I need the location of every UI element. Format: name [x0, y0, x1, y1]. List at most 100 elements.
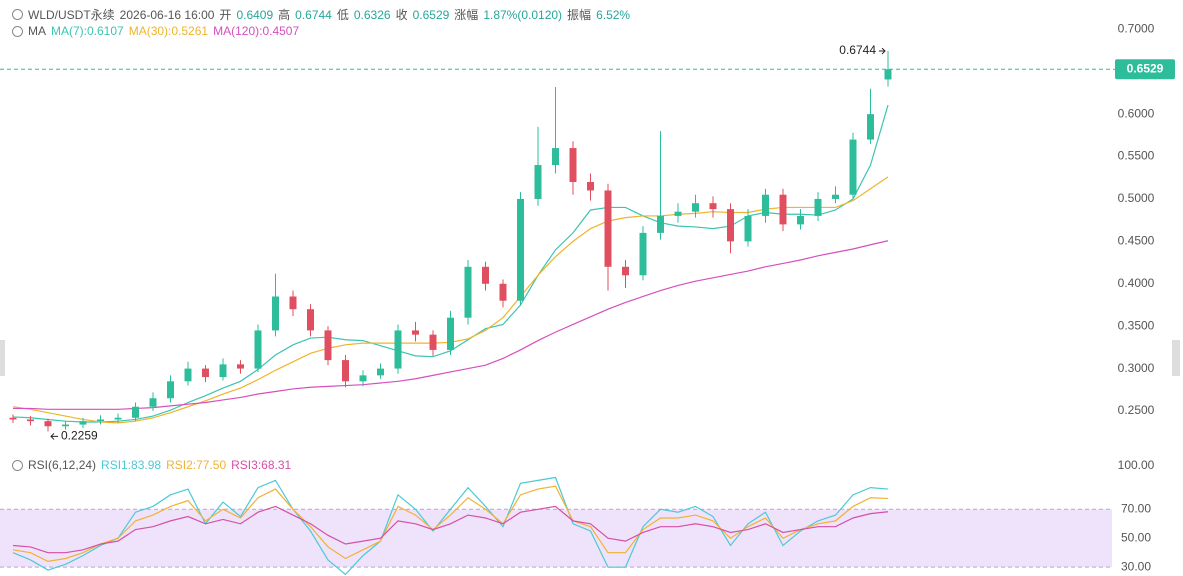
candle-body: [849, 139, 857, 195]
legend-entry: MA(30):0.5261: [128, 24, 209, 38]
candle-body: [744, 215, 752, 242]
y-tick-label: 0.5500: [1118, 149, 1155, 163]
candle-body: [639, 232, 647, 276]
candle-body: [867, 114, 874, 140]
candle-body: [44, 421, 52, 427]
candle-body: [534, 165, 542, 199]
candle-body: [62, 424, 69, 427]
candle-body: [727, 209, 734, 242]
candle-body: [79, 421, 87, 425]
candle-body: [342, 360, 349, 382]
scroll-handle[interactable]: [1172, 340, 1180, 376]
legend-entry: MA(120):0.4507: [213, 24, 300, 38]
candle-body: [114, 417, 122, 420]
y-tick-label: 0.4000: [1118, 276, 1155, 290]
collapse-icon[interactable]: [12, 25, 23, 37]
y-tick-label: 0.3500: [1118, 318, 1155, 332]
y-tick-label: 50.00: [1121, 530, 1151, 544]
candle-body: [132, 406, 139, 418]
high-label: 0.6744: [839, 43, 876, 57]
candle-body: [359, 375, 367, 382]
field-label: 收: [395, 8, 408, 22]
last-price-label: 0.6529: [1127, 61, 1164, 75]
field-value: 0.6529: [412, 7, 450, 22]
candle-body: [499, 283, 507, 301]
rsi-band: [0, 509, 1112, 568]
arrow: [50, 433, 58, 440]
candle-body: [97, 419, 104, 422]
candle-body: [202, 368, 209, 378]
candle-body: [884, 69, 892, 80]
candle-body: [184, 368, 192, 382]
candle-body: [832, 194, 839, 199]
series-line: [12, 104, 889, 423]
symbol: WLD/USDT永续: [28, 8, 115, 22]
candle-body: [219, 364, 227, 378]
candle-body: [779, 194, 787, 225]
candle-body: [429, 334, 437, 350]
candle-body: [9, 417, 17, 420]
y-tick-label: 0.5000: [1118, 191, 1155, 205]
low-label: 0.2259: [61, 429, 98, 443]
candle-body: [482, 266, 489, 284]
y-tick-label: 0.6000: [1118, 106, 1155, 120]
series-line: [13, 240, 889, 410]
rsi-legend: RSI(6,12,24) RSI1:83.98 RSI2:77.50 RSI3:68…: [12, 458, 291, 472]
collapse-icon[interactable]: [12, 9, 23, 20]
candle-body: [377, 368, 384, 376]
legend-title: MA: [28, 24, 46, 38]
candle-body: [27, 419, 34, 422]
series-line: [12, 505, 889, 554]
candle-body: [254, 330, 262, 369]
candle-body: [797, 215, 804, 225]
candle-body: [464, 266, 472, 318]
candle-body: [552, 148, 559, 166]
y-tick-label: 70.00: [1121, 501, 1151, 515]
candle-body: [569, 148, 577, 182]
candle-body: [149, 398, 157, 407]
scroll-handle[interactable]: [0, 340, 5, 376]
candle-body: [657, 215, 664, 233]
candle-body: [604, 190, 612, 267]
legend-entry: RSI2:77.50: [166, 458, 227, 472]
field-value: 6.52%: [596, 7, 631, 22]
legend-entry: RSI3:68.31: [231, 458, 292, 472]
legend-title: RSI(6,12,24): [28, 458, 97, 472]
candle-body: [307, 309, 314, 331]
candle-body: [674, 211, 682, 216]
candle-body: [622, 266, 629, 276]
field-value: 1.87%(0.0120): [483, 7, 563, 22]
time: 2026-06-16 16:00: [119, 7, 215, 22]
field-label: 低: [336, 8, 349, 22]
field-label: 振幅: [567, 8, 592, 22]
field-value: 0.6326: [353, 7, 391, 22]
collapse-icon[interactable]: [12, 459, 23, 471]
field-value: 0.6409: [236, 7, 274, 22]
candle-body: [289, 296, 297, 310]
field-label: 开: [219, 8, 232, 22]
y-tick-label: 100.00: [1118, 458, 1155, 472]
y-tick-label: 30.00: [1121, 559, 1151, 573]
last-price-tag: [1115, 59, 1175, 80]
candle-body: [394, 330, 402, 369]
header-row: WLD/USDT永续 2026-06-16 16:00 开 0.6409 高 0.67…: [12, 6, 630, 23]
candle-body: [447, 317, 454, 350]
legend-entry: MA(7):0.6107: [51, 24, 124, 38]
candle-body: [167, 381, 174, 399]
y-tick-label: 0.7000: [1118, 22, 1155, 36]
field-label: 高: [278, 8, 291, 22]
field-value: 0.6744: [295, 7, 332, 22]
candle-body: [517, 198, 524, 301]
y-tick-label: 0.3000: [1118, 361, 1155, 375]
ma-legend: MA MA(7):0.6107 MA(30):0.5261 MA(120):0.45…: [12, 24, 299, 38]
candle-body: [324, 330, 332, 361]
arrow: [879, 47, 886, 55]
y-tick-label: 0.2500: [1118, 403, 1155, 417]
field-label: 涨幅: [454, 8, 479, 22]
candle-body: [692, 203, 699, 212]
candle-body: [709, 203, 717, 210]
candle-body: [272, 296, 279, 331]
legend-entry: RSI1:83.98: [101, 458, 162, 472]
